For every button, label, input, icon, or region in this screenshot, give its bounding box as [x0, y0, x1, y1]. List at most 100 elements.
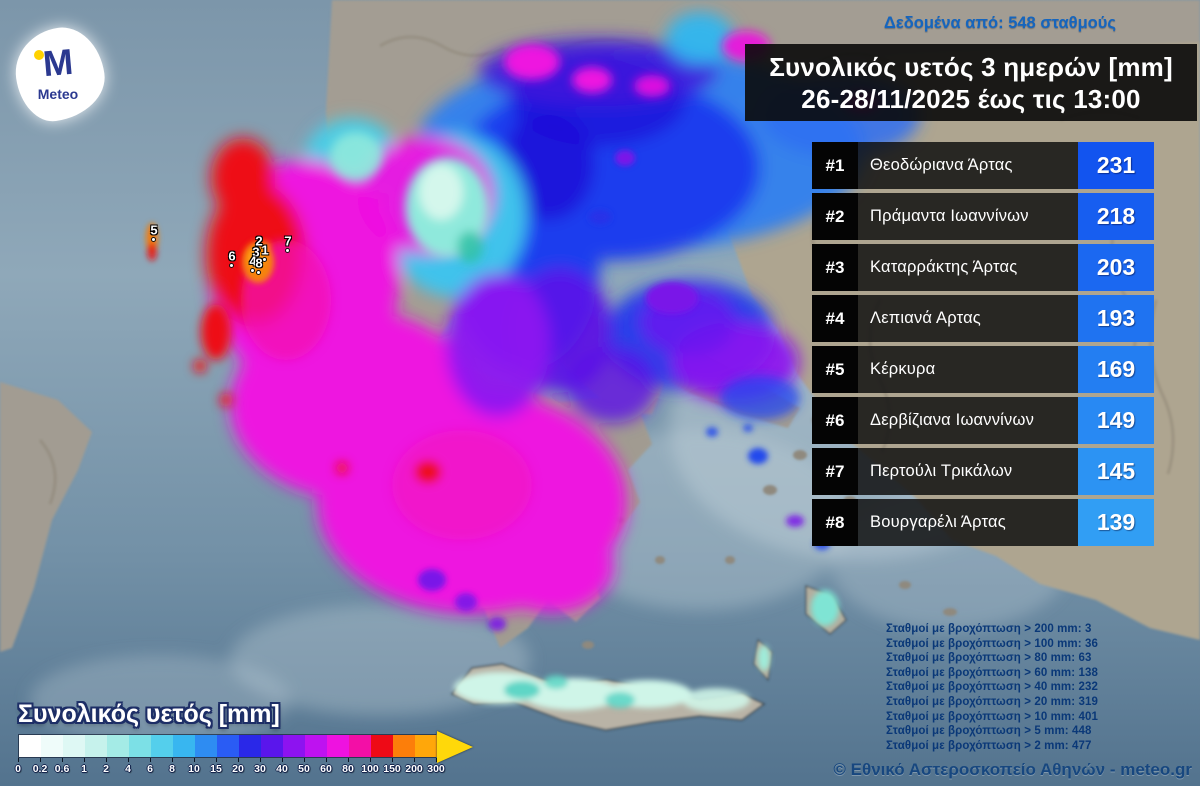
station-marker-dot: [250, 268, 255, 273]
station-marker-number: 6: [228, 248, 236, 264]
ranking-row: #3 Καταρράκτης Άρτας 203: [812, 244, 1154, 291]
logo-sun-icon: [34, 50, 44, 60]
station-value: 218: [1078, 193, 1154, 240]
ranking-row: #5 Κέρκυρα 169: [812, 346, 1154, 393]
station-marker-dot: [285, 248, 290, 253]
rank-number: #8: [812, 499, 858, 546]
legend-tick-label: 150: [383, 763, 401, 775]
station-ranking-list: #1 Θεοδώριανα Άρτας 231 #2 Πράμαντα Ιωαννίνω…: [812, 142, 1154, 550]
legend-tick-mark: [435, 758, 437, 762]
legend-tick-label: 0: [15, 763, 21, 775]
legend-tick-mark: [171, 758, 173, 762]
legend-tick-label: 6: [147, 763, 153, 775]
station-name: Δερβίζιανα Ιωαννίνων: [858, 397, 1078, 444]
legend-tick-label: 4: [125, 763, 131, 775]
map-title-line2: 26-28/11/2025 έως τις 13:00: [801, 84, 1141, 114]
station-marker-dot: [256, 270, 261, 275]
rank-number: #6: [812, 397, 858, 444]
legend-tick-label: 8: [169, 763, 175, 775]
legend-colorbar: [18, 731, 473, 763]
legend-tick-label: 200: [405, 763, 423, 775]
legend-tick-label: 40: [276, 763, 288, 775]
legend-color-segment: [129, 735, 151, 757]
legend-tick-mark: [149, 758, 151, 762]
station-name: Κέρκυρα: [858, 346, 1078, 393]
legend-tick-mark: [347, 758, 349, 762]
legend-tick-label: 0.6: [54, 763, 70, 775]
station-value: 149: [1078, 397, 1154, 444]
legend-tick-mark: [303, 758, 305, 762]
legend-color-segment: [63, 735, 85, 757]
legend-tick-mark: [281, 758, 283, 762]
logo-brand-text: Meteo: [37, 86, 79, 102]
station-marker-number: 5: [150, 222, 158, 238]
data-source-note: Δεδομένα από: 548 σταθμούς: [884, 14, 1116, 32]
ranking-row: #8 Βουργαρέλι Άρτας 139: [812, 499, 1154, 546]
legend-tick-mark: [83, 758, 85, 762]
station-value: 193: [1078, 295, 1154, 342]
meteo-logo: M Meteo: [10, 22, 110, 126]
legend-tick-label: 80: [342, 763, 354, 775]
legend-color-segment: [173, 735, 195, 757]
legend-tick-label: 100: [361, 763, 379, 775]
legend-tick-mark: [413, 758, 415, 762]
station-marker-number: 1: [261, 242, 269, 258]
legend-tick-label: 15: [210, 763, 222, 775]
station-marker-number: 8: [255, 255, 263, 271]
legend-color-segment: [85, 735, 107, 757]
stats-line: Σταθμοί με βροχόπτωση > 2 mm: 477: [886, 739, 1092, 752]
legend-color-segment: [283, 735, 305, 757]
legend-tick-label: 60: [320, 763, 332, 775]
legend-tick-mark: [259, 758, 261, 762]
stats-line: Σταθμοί με βροχόπτωση > 20 mm: 319: [886, 695, 1098, 708]
legend-tick-label: 2: [103, 763, 109, 775]
legend-color-segment: [393, 735, 415, 757]
legend-tick-mark: [325, 758, 327, 762]
legend-tick-mark: [193, 758, 195, 762]
legend-arrow: [437, 731, 473, 763]
legend-tick-mark: [105, 758, 107, 762]
rank-number: #2: [812, 193, 858, 240]
legend-tick-label: 30: [254, 763, 266, 775]
station-value: 145: [1078, 448, 1154, 495]
stats-line: Σταθμοί με βροχόπτωση > 10 mm: 401: [886, 710, 1098, 723]
legend-tick-mark: [39, 758, 41, 762]
copyright-credit: © Εθνικό Αστεροσκοπείο Αθηνών - meteo.gr: [833, 760, 1192, 779]
station-name: Λεπιανά Αρτας: [858, 295, 1078, 342]
station-value: 139: [1078, 499, 1154, 546]
legend-color-segment: [19, 735, 41, 757]
station-name: Πράμαντα Ιωαννίνων: [858, 193, 1078, 240]
stats-line: Σταθμοί με βροχόπτωση > 200 mm: 3: [886, 623, 1092, 635]
precipitation-legend: Συνολικός υετός [mm] 0 0.2 0.6 1 2 4 6 8 10 15 20 3…: [15, 700, 478, 778]
rain-threshold-stats: Σταθμοί με βροχόπτωση > 200 mm: 3 Σταθμοί…: [886, 622, 1098, 753]
legend-tick-label: 50: [298, 763, 310, 775]
rank-number: #1: [812, 142, 858, 189]
ranking-row: #6 Δερβίζιανα Ιωαννίνων 149: [812, 397, 1154, 444]
legend-tick-mark: [237, 758, 239, 762]
station-value: 169: [1078, 346, 1154, 393]
legend-color-segment: [327, 735, 349, 757]
station-name: Βουργαρέλι Άρτας: [858, 499, 1078, 546]
rank-number: #3: [812, 244, 858, 291]
map-title-box: Συνολικός υετός 3 ημερών [mm] 26-28/11/2…: [745, 44, 1197, 121]
station-marker-dot: [256, 248, 261, 253]
station-marker-dot: [151, 237, 156, 242]
ranking-row: #2 Πράμαντα Ιωαννίνων 218: [812, 193, 1154, 240]
station-name: Θεοδώριανα Άρτας: [858, 142, 1078, 189]
station-marker-number: 3: [252, 244, 260, 260]
rank-number: #7: [812, 448, 858, 495]
legend-color-segment: [151, 735, 173, 757]
legend-tick-mark: [127, 758, 129, 762]
legend-tick-mark: [215, 758, 217, 762]
legend-tick-mark: [61, 758, 63, 762]
station-marker-number: 7: [284, 233, 292, 249]
legend-tick-label: 300: [427, 763, 445, 775]
station-marker-dot: [262, 257, 267, 262]
legend-color-segment: [349, 735, 371, 757]
station-marker-number: 2: [255, 233, 263, 249]
ranking-row: #1 Θεοδώριανα Άρτας 231: [812, 142, 1154, 189]
legend-tick-label: 0.2: [32, 763, 48, 775]
stats-line: Σταθμοί με βροχόπτωση > 40 mm: 232: [886, 681, 1098, 694]
logo-m-letter: M: [41, 40, 75, 85]
